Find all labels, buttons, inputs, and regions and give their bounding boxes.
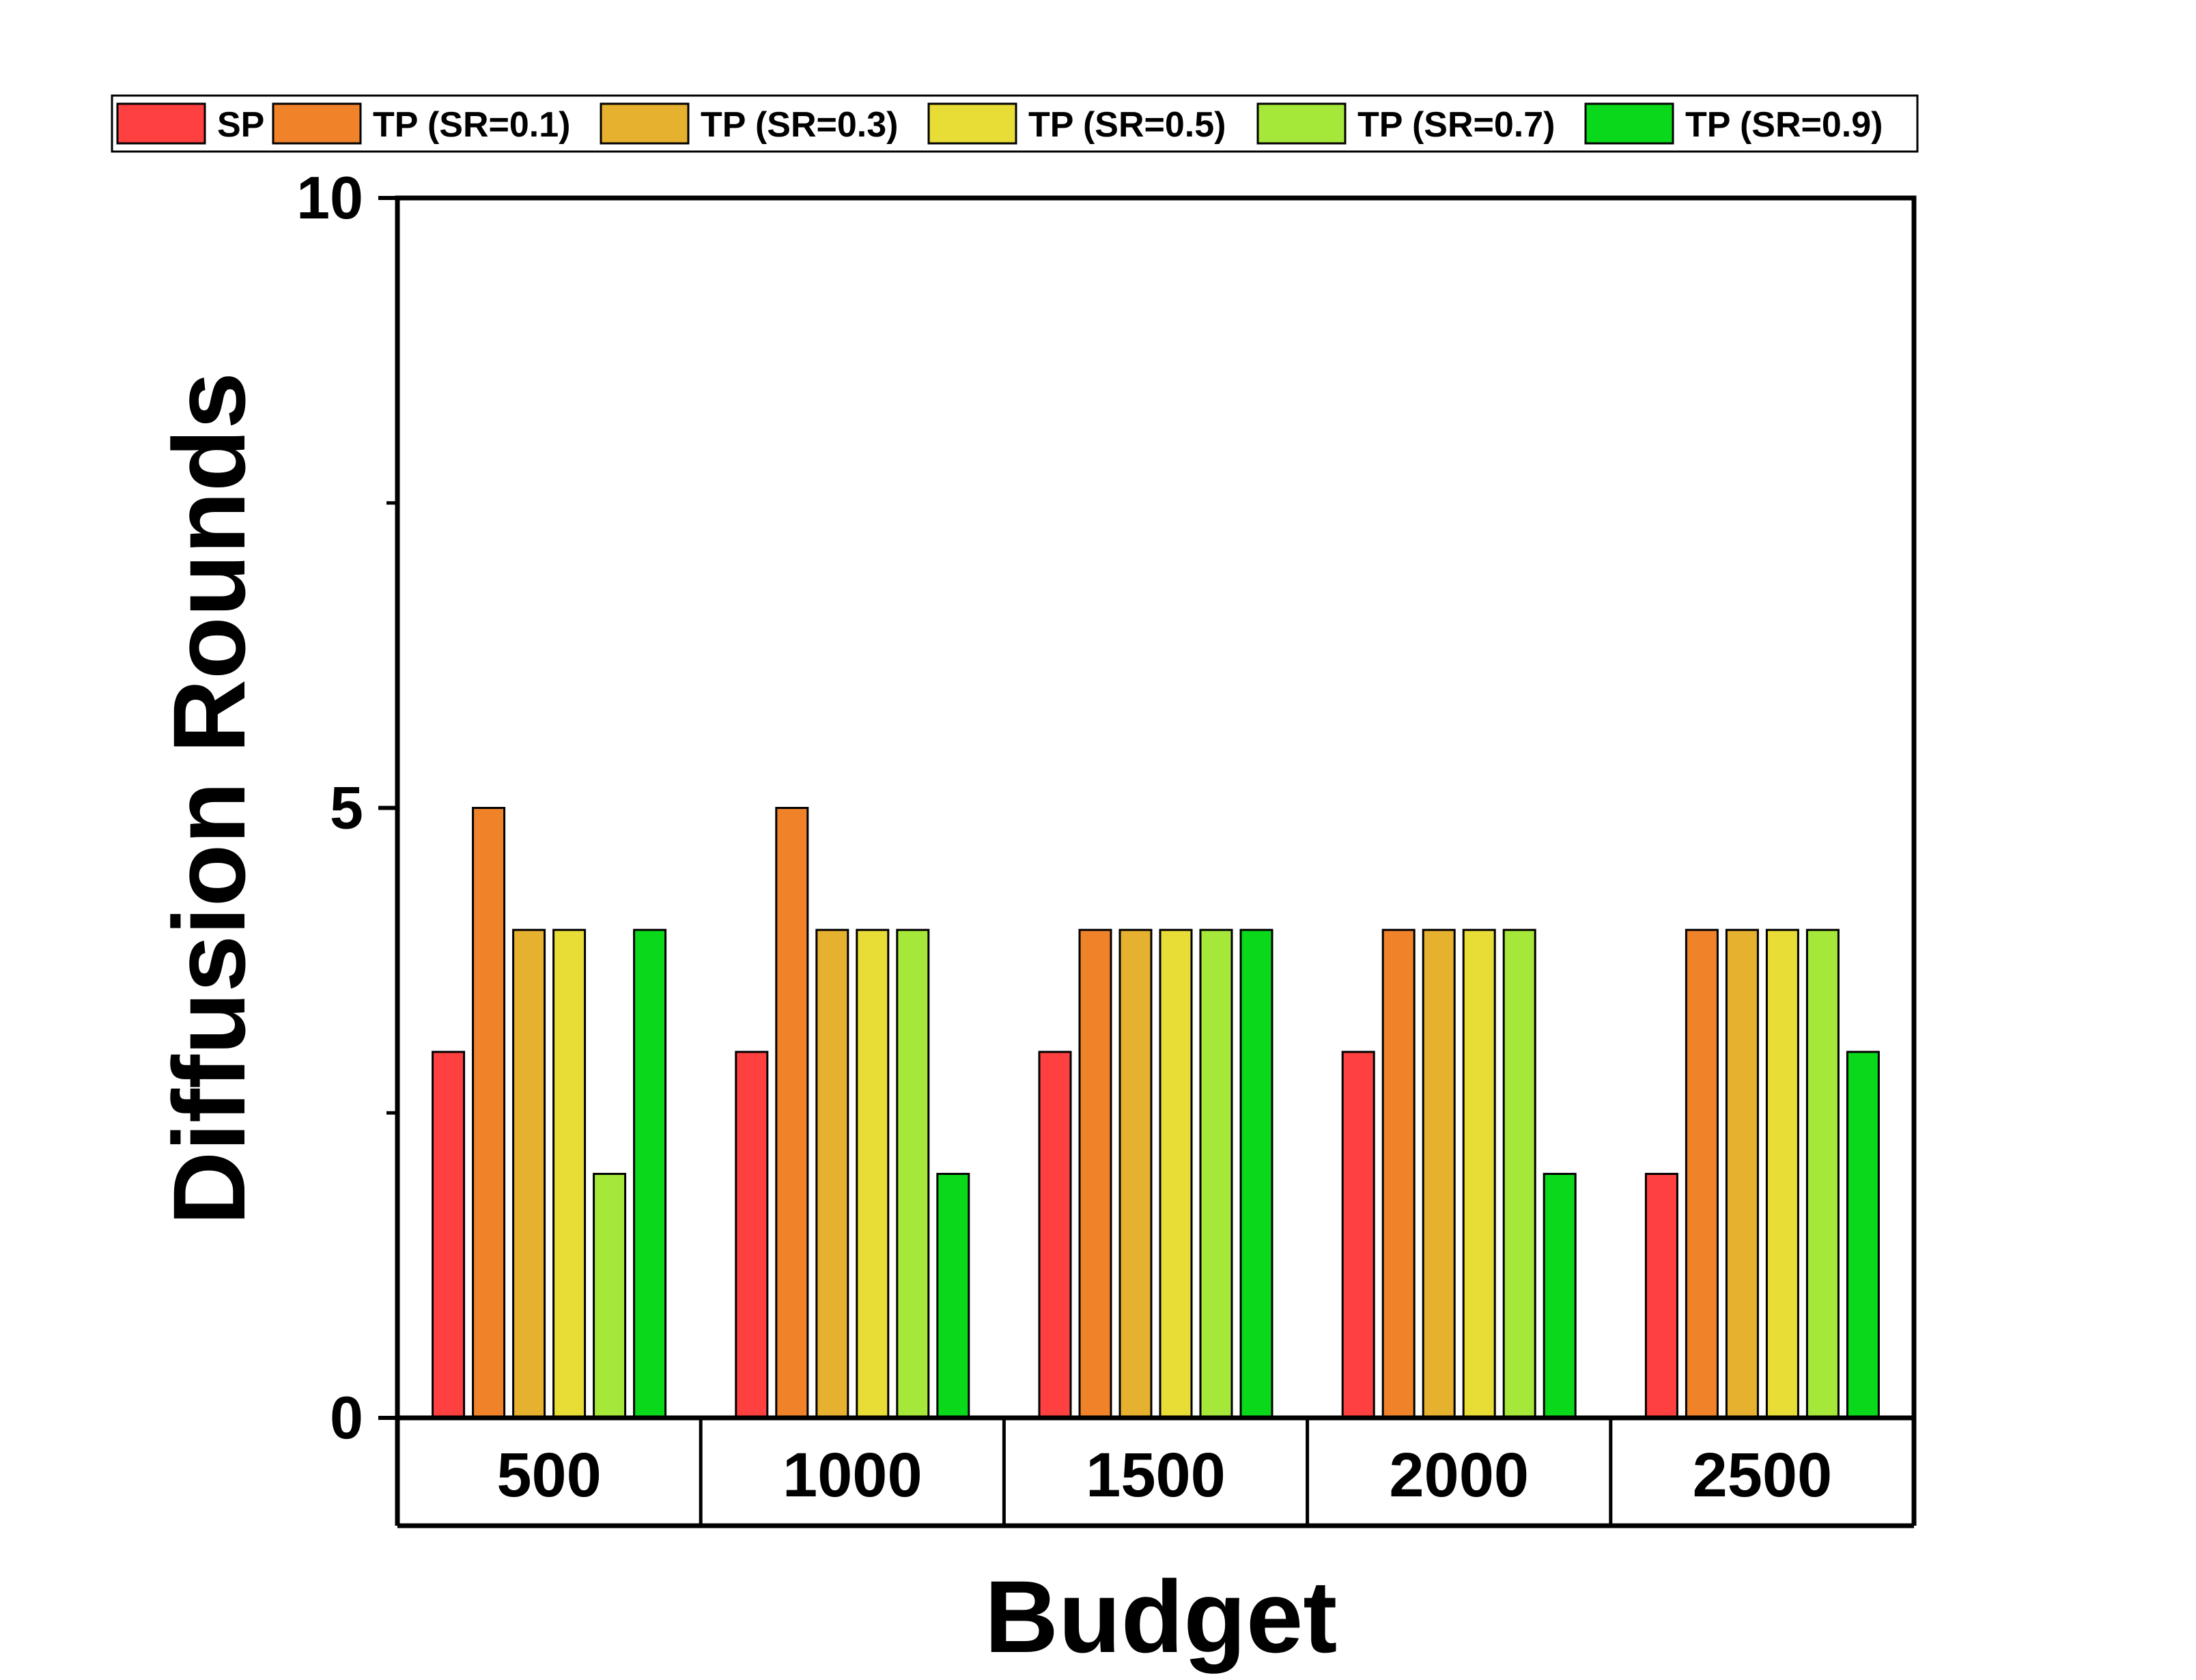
y-tick-label-0: 0 [330, 1384, 363, 1451]
x-tick-label-500: 500 [496, 1440, 602, 1510]
legend-label: TP (SR=0.9) [1685, 105, 1883, 145]
bar-tp-sr-0-5-500 [552, 928, 587, 1419]
bar-tp-sr-0-9-500 [633, 928, 667, 1419]
legend-label: TP (SR=0.3) [701, 105, 898, 145]
bar-tp-sr-0-1-1000 [775, 807, 809, 1419]
bar-sp-1000 [735, 1051, 769, 1419]
bar-tp-sr-0-3-2000 [1422, 928, 1456, 1419]
bar-tp-sr-0-9-2000 [1543, 1173, 1577, 1419]
bar-tp-sr-0-9-2500 [1846, 1051, 1880, 1419]
legend-label: TP (SR=0.5) [1028, 105, 1226, 145]
bar-tp-sr-0-3-1000 [815, 928, 849, 1419]
bar-tp-sr-0-7-2000 [1502, 928, 1536, 1419]
legend-label: TP (SR=0.7) [1357, 105, 1555, 145]
legend-swatch [1256, 102, 1347, 145]
bar-sp-2500 [1644, 1173, 1678, 1419]
y-tick-label-10: 10 [296, 164, 363, 231]
x-tick-label-2500: 2500 [1693, 1440, 1833, 1510]
bar-tp-sr-0-5-1000 [856, 928, 890, 1419]
bar-tp-sr-0-9-1000 [936, 1173, 970, 1419]
bars [432, 807, 1880, 1419]
y-tick-label-5: 5 [330, 774, 363, 842]
legend-swatch [1584, 102, 1674, 145]
legend: SP TP (SR=0.1) TP (SR=0.3) TP (SR=0.5) TP (S… [111, 94, 1919, 153]
bar-tp-sr-0-1-1500 [1078, 928, 1112, 1419]
legend-swatch [272, 102, 362, 145]
bar-sp-1500 [1038, 1051, 1072, 1419]
bar-tp-sr-0-5-2000 [1462, 928, 1496, 1419]
bar-tp-sr-0-3-2500 [1725, 928, 1759, 1419]
legend-swatch [927, 102, 1017, 145]
x-tick-label-2000: 2000 [1389, 1440, 1529, 1510]
bar-tp-sr-0-1-2000 [1381, 928, 1416, 1419]
axes: 500 1000 1500 2000 2500 0 5 10 [296, 164, 1917, 1528]
bar-tp-sr-0-7-1000 [896, 928, 930, 1419]
y-axis-title: Diffusion Rounds [152, 372, 266, 1225]
bar-tp-sr-0-1-2500 [1685, 928, 1719, 1419]
bar-tp-sr-0-7-2500 [1805, 928, 1840, 1419]
bar-tp-sr-0-1-500 [472, 807, 506, 1419]
legend-swatch [116, 102, 206, 145]
bar-tp-sr-0-3-1500 [1118, 928, 1153, 1419]
x-tick-label-1500: 1500 [1086, 1440, 1226, 1510]
x-axis-title: Budget [985, 1559, 1338, 1674]
bar-tp-sr-0-9-1500 [1239, 928, 1273, 1419]
bar-tp-sr-0-3-500 [512, 928, 546, 1419]
bar-tp-sr-0-7-500 [593, 1173, 627, 1419]
x-tick-label-1000: 1000 [783, 1440, 923, 1510]
legend-label: TP (SR=0.1) [373, 105, 570, 145]
bar-sp-500 [432, 1051, 466, 1419]
legend-label: SP [217, 105, 264, 145]
legend-swatch [600, 102, 690, 145]
bar-tp-sr-0-5-2500 [1765, 928, 1799, 1419]
bar-tp-sr-0-5-1500 [1159, 928, 1193, 1419]
bar-sp-2000 [1341, 1051, 1375, 1419]
bar-tp-sr-0-7-1500 [1199, 928, 1233, 1419]
